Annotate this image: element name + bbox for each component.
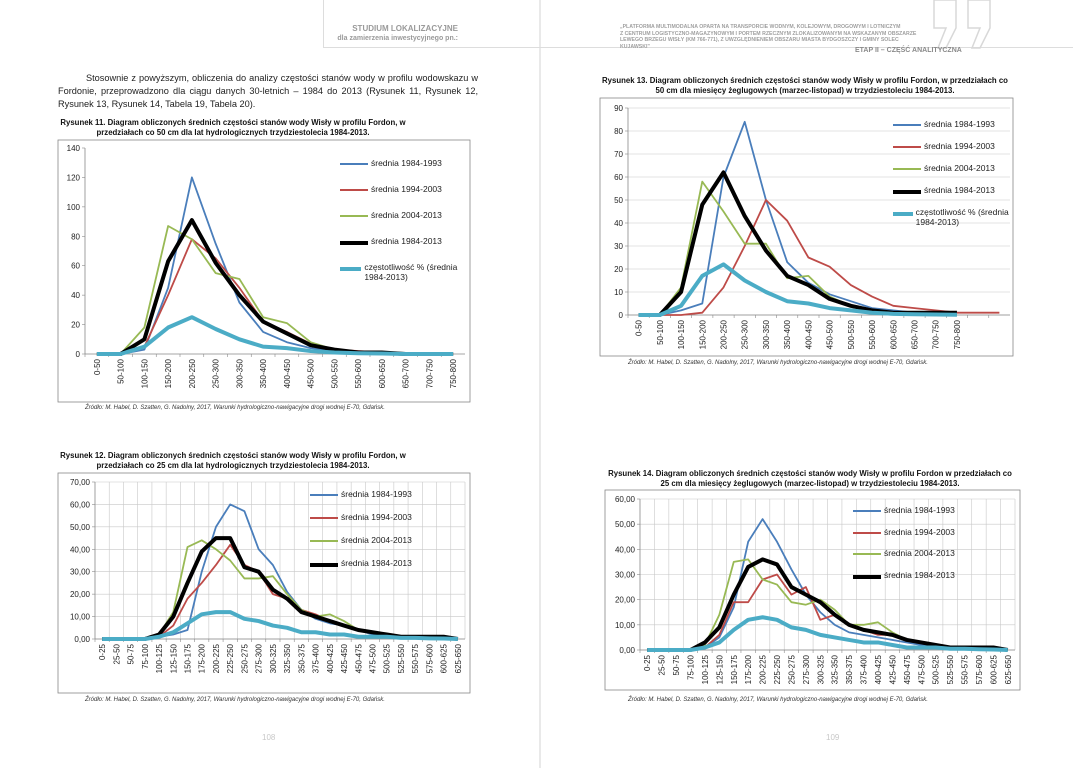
page-number: 109 bbox=[826, 733, 840, 742]
figure-source: Źródło: M. Habel, D. Szatten, G. Nadolny… bbox=[85, 697, 385, 703]
legend-swatch bbox=[340, 215, 368, 217]
legend-label: średnia 1984-2013 bbox=[341, 558, 412, 568]
legend-item: średnia 1984-1993 bbox=[310, 489, 460, 499]
header-title: STUDIUM LOKALIZACYJNE bbox=[352, 24, 458, 33]
legend-item: średnia 1984-1993 bbox=[340, 158, 470, 168]
header-rule bbox=[323, 0, 324, 48]
legend-item: średnia 2004-2013 bbox=[310, 535, 460, 545]
figure-title: Rysunek 14. Diagram obliczonych średnich… bbox=[608, 469, 1012, 488]
legend-label: średnia 1994-2003 bbox=[341, 512, 412, 522]
figure-source: Źródło: M. Habel, D. Szatten, G. Nadolny… bbox=[85, 405, 385, 411]
legend-swatch bbox=[310, 563, 338, 567]
legend-item: średnia 1994-2003 bbox=[340, 184, 470, 194]
legend-label: średnia 1984-1993 bbox=[371, 158, 442, 168]
legend-label: średnia 1984-1993 bbox=[884, 505, 955, 515]
page-number: 108 bbox=[262, 733, 276, 742]
legend-item: średnia 2004-2013 bbox=[853, 548, 1013, 558]
section-label: ETAP II – CZĘŚĆ ANALITYCZNA bbox=[855, 47, 962, 54]
legend-label: średnia 1994-2003 bbox=[371, 184, 442, 194]
legend-label: średnia 1984-1993 bbox=[924, 119, 995, 129]
legend-item: średnia 1984-2013 bbox=[853, 570, 1013, 580]
legend-item: średnia 1984-2013 bbox=[310, 558, 460, 568]
legend-swatch bbox=[853, 574, 881, 579]
legend-label: średnia 2004-2013 bbox=[924, 163, 995, 173]
legend-item: częstotliwość % (średnia 1984-2013) bbox=[893, 207, 1013, 227]
legend-swatch bbox=[853, 510, 881, 512]
figure-title: Rysunek 11. Diagram obliczonych średnich… bbox=[60, 118, 406, 137]
legend-swatch bbox=[310, 540, 338, 542]
legend-label: częstotliwość % (średnia 1984-2013) bbox=[364, 262, 458, 282]
legend-item: średnia 2004-2013 bbox=[893, 163, 1013, 173]
legend-label: częstotliwość % (średnia 1984-2013) bbox=[915, 207, 1009, 227]
figure-source: Źródło: M. Habel, D. Szatten, G. Nadolny… bbox=[628, 697, 928, 703]
paragraph: Stosownie z powyższym, obliczenia do ana… bbox=[58, 73, 478, 109]
legend-item: średnia 1984-1993 bbox=[853, 505, 1013, 515]
quote-mark bbox=[933, 0, 991, 49]
legend-label: średnia 2004-2013 bbox=[884, 548, 955, 558]
figure-title: Rysunek 12. Diagram obliczonych średnich… bbox=[60, 451, 406, 470]
legend-swatch bbox=[893, 190, 921, 194]
legend-swatch bbox=[853, 531, 881, 534]
legend-swatch bbox=[340, 163, 368, 165]
header-subtitle: dla zamierzenia inwestycyjnego pn.: bbox=[337, 35, 458, 42]
figure-title: Rysunek 13. Diagram obliczonych średnich… bbox=[602, 76, 1008, 95]
legend-swatch bbox=[310, 517, 338, 519]
legend-swatch bbox=[853, 553, 881, 555]
legend-item: średnia 1984-2013 bbox=[340, 236, 470, 246]
header-line: „PLATFORMA MULTIMODALNA OPARTA NA TRANSP… bbox=[620, 24, 901, 30]
legend-swatch bbox=[893, 212, 913, 216]
header-line: Z CENTRUM LOGISTYCZNO-MAGAZYNOWYM I PORT… bbox=[620, 30, 917, 37]
right-page bbox=[541, 0, 1080, 768]
legend-label: średnia 1984-1993 bbox=[341, 489, 412, 499]
legend-item: średnia 1994-2003 bbox=[310, 512, 460, 522]
left-page bbox=[0, 0, 539, 768]
legend-label: średnia 1984-2013 bbox=[884, 569, 955, 580]
legend-item: średnia 1994-2003 bbox=[853, 527, 1013, 537]
legend-swatch bbox=[310, 494, 338, 496]
legend-item: średnia 1984-1993 bbox=[893, 119, 1013, 129]
legend-label: średnia 2004-2013 bbox=[341, 535, 412, 545]
legend-swatch bbox=[893, 124, 921, 126]
legend-swatch bbox=[893, 146, 921, 148]
legend-item: średnia 2004-2013 bbox=[340, 210, 470, 220]
legend-swatch bbox=[340, 241, 368, 245]
legend-label: średnia 1994-2003 bbox=[924, 141, 995, 151]
legend-swatch bbox=[340, 267, 362, 271]
header-rule bbox=[323, 47, 1073, 48]
header-line: LEWEGO BRZEGU WISŁY (KM 766-771), Z UWZG… bbox=[620, 37, 899, 50]
header-project: „PLATFORMA MULTIMODALNA OPARTA NA TRANSP… bbox=[620, 24, 930, 50]
legend-label: średnia 1984-2013 bbox=[371, 236, 442, 246]
legend-item: częstotliwość % (średnia 1984-2013) bbox=[340, 262, 470, 282]
figure-source: Źródło: M. Habel, D. Szatten, G. Nadolny… bbox=[628, 360, 928, 366]
legend-item: średnia 1984-2013 bbox=[893, 185, 1013, 195]
legend-label: średnia 1994-2003 bbox=[884, 526, 955, 537]
legend-swatch bbox=[893, 168, 921, 170]
legend-label: średnia 2004-2013 bbox=[371, 210, 442, 220]
legend-swatch bbox=[340, 189, 368, 191]
legend-label: średnia 1984-2013 bbox=[924, 185, 995, 195]
legend-item: średnia 1994-2003 bbox=[893, 141, 1013, 151]
